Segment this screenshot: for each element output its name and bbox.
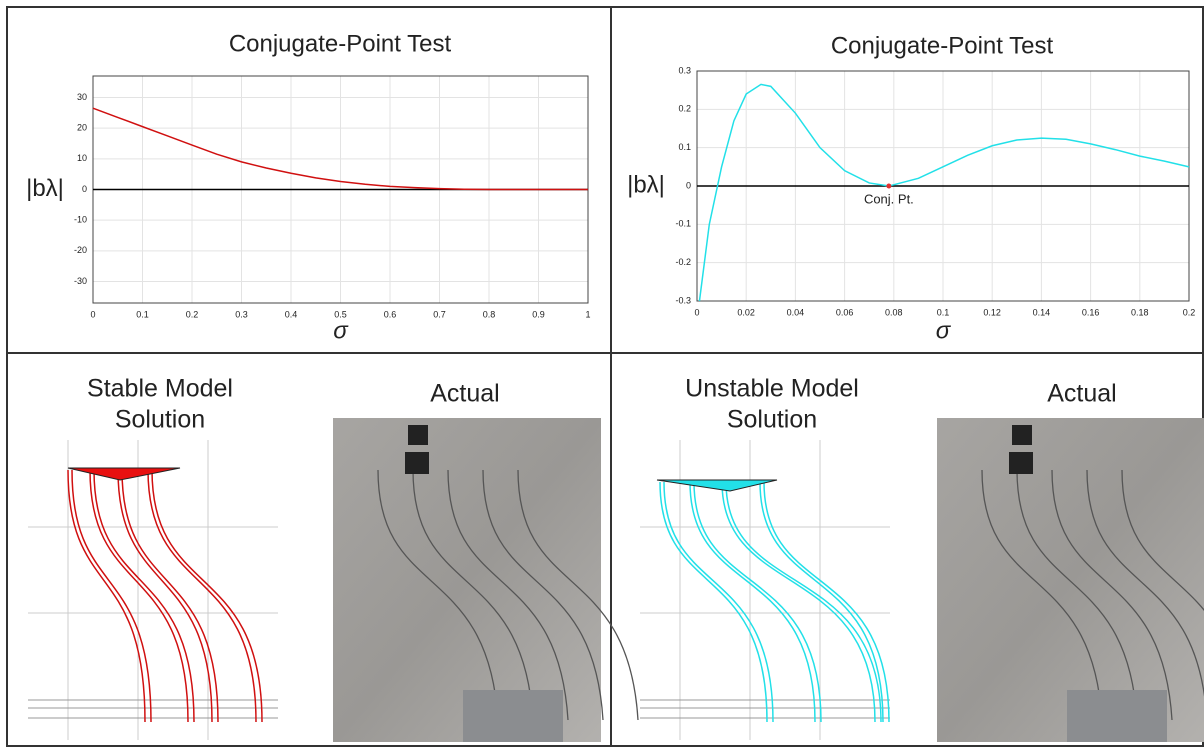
rod	[763, 481, 890, 723]
rod	[663, 481, 774, 723]
panel-title: Solution	[727, 406, 817, 434]
x-tick-label: 0.12	[983, 307, 1001, 317]
wire	[517, 469, 639, 721]
x-tick-label: 0.16	[1082, 307, 1100, 317]
photo-part	[1009, 452, 1033, 474]
wire	[1051, 469, 1173, 721]
rod	[89, 469, 189, 723]
x-tick-label: 0.5	[334, 309, 347, 319]
wire	[1016, 469, 1138, 721]
wire	[482, 469, 604, 721]
y-tick-label: 30	[77, 92, 87, 102]
y-tick-label: -30	[74, 276, 87, 286]
rod	[117, 469, 213, 723]
rod	[759, 481, 884, 723]
y-tick-label: 20	[77, 123, 87, 133]
rod	[121, 469, 219, 723]
chart-title: Conjugate-Point Test	[831, 32, 1054, 59]
rod	[689, 481, 816, 723]
wire	[447, 469, 569, 721]
x-axis-label: σ	[936, 317, 952, 344]
y-tick-label: 0	[82, 184, 87, 194]
x-tick-label: 1	[585, 309, 590, 319]
wire	[412, 469, 534, 721]
y-tick-label: 0.1	[678, 142, 691, 152]
rod	[93, 469, 195, 723]
x-tick-label: 0.9	[532, 309, 545, 319]
rod	[67, 469, 146, 723]
x-tick-label: 0.1	[937, 307, 950, 317]
y-tick-label: 10	[77, 153, 87, 163]
platform	[656, 479, 778, 492]
photo	[937, 418, 1204, 742]
wire	[981, 469, 1103, 721]
x-tick-label: 0.4	[285, 309, 298, 319]
x-tick-label: 0.8	[483, 309, 496, 319]
photo-part	[408, 425, 428, 445]
model-drawing	[640, 440, 890, 740]
rod	[71, 469, 152, 723]
rod	[147, 469, 257, 723]
wire	[377, 469, 499, 721]
panel-title: Stable Model	[87, 375, 233, 403]
panel-title: Actual	[430, 380, 499, 408]
x-tick-label: 0.08	[885, 307, 903, 317]
panel-title: Actual	[1047, 380, 1116, 408]
rod	[151, 469, 263, 723]
photo-part	[463, 690, 563, 742]
x-tick-label: 0.1	[136, 309, 149, 319]
rod	[725, 481, 882, 723]
rod	[721, 481, 876, 723]
y-tick-label: 0.3	[678, 65, 691, 75]
x-tick-label: 0.6	[384, 309, 397, 319]
y-tick-label: -0.2	[675, 257, 691, 267]
wire	[1121, 469, 1204, 612]
annotation-marker	[886, 183, 892, 189]
data-line	[92, 107, 588, 191]
annotation: Conj. Pt.	[864, 191, 914, 206]
frame	[6, 6, 1204, 747]
wire	[1086, 469, 1204, 698]
y-tick-label: 0.2	[678, 104, 691, 114]
y-axis-label: |bλ|	[627, 171, 665, 198]
y-tick-label: -0.3	[675, 295, 691, 305]
x-tick-label: 0	[694, 307, 699, 317]
platform	[67, 467, 181, 481]
photo-part	[1012, 425, 1032, 445]
y-axis-label: |bλ|	[26, 175, 64, 202]
x-tick-label: 0.2	[1183, 307, 1196, 317]
model-drawing	[28, 440, 278, 740]
y-tick-label: -0.1	[675, 219, 691, 229]
x-tick-label: 0.7	[433, 309, 446, 319]
y-tick-label: -10	[74, 215, 87, 225]
x-tick-label: 0.3	[235, 309, 248, 319]
data-line	[698, 83, 1190, 302]
x-tick-label: 0	[90, 309, 95, 319]
rod	[693, 481, 822, 723]
panel-title: Unstable Model	[685, 375, 859, 403]
x-tick-label: 0.2	[186, 309, 199, 319]
chart-title: Conjugate-Point Test	[229, 30, 452, 57]
x-tick-label: 0.06	[836, 307, 854, 317]
drawings	[28, 418, 1204, 742]
panel-title: Solution	[115, 406, 205, 434]
rod	[659, 481, 768, 723]
x-tick-label: 0.14	[1033, 307, 1051, 317]
y-tick-label: 0	[686, 180, 691, 190]
x-tick-label: 0.02	[737, 307, 755, 317]
photo-part	[1067, 690, 1167, 742]
x-axis-label: σ	[333, 317, 349, 344]
x-tick-label: 0.04	[787, 307, 805, 317]
y-tick-label: -20	[74, 245, 87, 255]
photo-part	[405, 452, 429, 474]
photo	[333, 418, 639, 742]
x-tick-label: 0.18	[1131, 307, 1149, 317]
